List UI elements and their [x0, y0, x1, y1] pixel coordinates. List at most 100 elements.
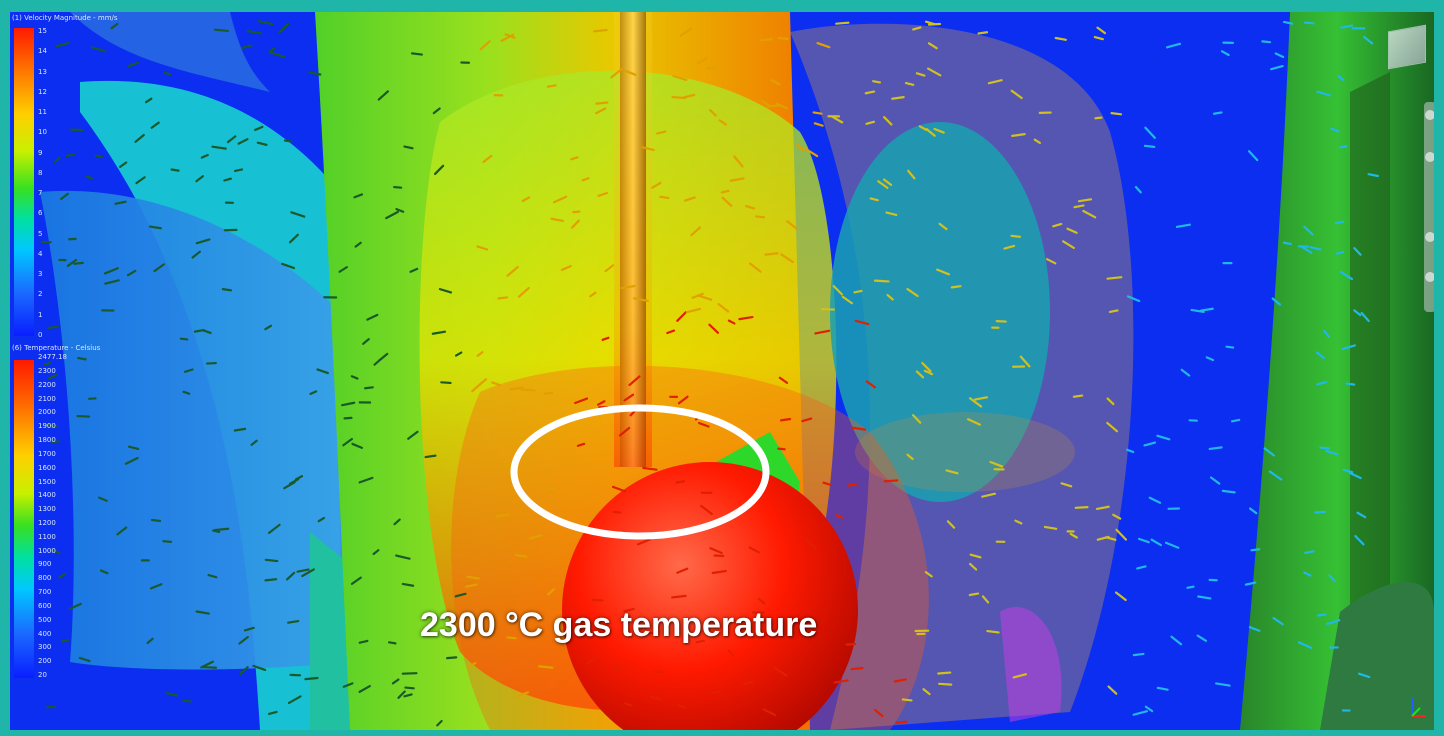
velocity-arrow [1357, 672, 1371, 679]
velocity-arrow [440, 381, 452, 385]
velocity-arrow [59, 192, 69, 201]
velocity-arrow [1272, 616, 1284, 626]
zoom-icon[interactable] [1425, 232, 1434, 242]
velocity-arrow [316, 368, 329, 375]
velocity-arrows [40, 20, 1379, 727]
velocity-arrow [636, 538, 652, 546]
orbit-icon[interactable] [1425, 110, 1434, 120]
velocity-arrow [1303, 21, 1315, 25]
velocity-arrow [671, 95, 687, 100]
pan-icon[interactable] [1425, 152, 1434, 162]
velocity-arrow [377, 90, 389, 101]
velocity-arrow [436, 719, 443, 727]
velocity-arrow [560, 264, 572, 271]
velocity-arrow [981, 492, 997, 498]
velocity-arrow [517, 286, 530, 298]
velocity-legend-tick: 15 [38, 27, 47, 35]
velocity-arrow [864, 90, 876, 95]
velocity-arrow [1247, 150, 1259, 162]
fit-icon[interactable] [1425, 272, 1434, 282]
velocity-arrow [937, 671, 952, 675]
velocity-arrow [936, 268, 950, 276]
velocity-arrow [1315, 351, 1326, 360]
velocity-arrow [1077, 198, 1093, 203]
velocity-arrow [465, 583, 478, 588]
velocity-arrow [1114, 591, 1127, 602]
velocity-arrow [342, 682, 354, 688]
velocity-arrow [150, 518, 162, 523]
velocity-arrow [1335, 220, 1345, 225]
temperature-legend-tick: 400 [38, 629, 52, 638]
velocity-arrow [1010, 234, 1022, 238]
velocity-arrow [362, 338, 370, 345]
velocity-arrow [288, 478, 300, 485]
velocity-arrow [814, 329, 831, 335]
velocity-arrow [404, 686, 415, 690]
velocity-arrow [709, 108, 717, 117]
velocity-arrow [923, 369, 934, 376]
velocity-arrow [813, 122, 824, 127]
velocity-arrow [1316, 90, 1332, 97]
velocity-arrow [696, 294, 713, 301]
velocity-arrow [1196, 634, 1208, 642]
velocity-arrow [597, 191, 609, 197]
velocity-arrow [1263, 447, 1276, 457]
velocity-arrow [252, 664, 267, 671]
velocity-arrow [850, 667, 864, 671]
velocity-arrow [711, 569, 727, 575]
velocity-arrow [163, 71, 172, 76]
velocity-arrow [482, 154, 493, 164]
velocity-arrow [466, 575, 480, 580]
left-blue-sheet [40, 190, 350, 670]
velocity-arrow [777, 36, 789, 40]
velocity-arrow [200, 153, 209, 159]
highlight-ring [510, 404, 770, 540]
gas-temperature-annotation: 2300 °C gas temperature [420, 606, 818, 644]
velocity-arrow [1014, 519, 1023, 525]
velocity-arrow [66, 258, 78, 268]
velocity-arrow [1225, 345, 1235, 349]
velocity-arrow [1341, 344, 1356, 350]
velocity-arrow [65, 153, 75, 158]
velocity-arrow [193, 328, 205, 333]
velocity-arrow [1345, 382, 1356, 386]
velocity-arrow [1297, 641, 1313, 649]
velocity-arrow [576, 442, 586, 447]
velocity-arrow [918, 125, 928, 131]
temperature-legend-tick: 200 [38, 657, 52, 666]
velocity-arrow [304, 676, 319, 681]
velocity-arrow [407, 430, 419, 440]
velocity-arrow [968, 397, 983, 408]
hot-sphere [562, 462, 858, 730]
velocity-arrow [391, 678, 400, 685]
velocity-arrow [659, 195, 670, 200]
viewcube-icon[interactable] [1388, 24, 1426, 70]
velocity-arrow [238, 635, 249, 645]
velocity-arrow [1132, 710, 1148, 716]
temperature-color-bar [14, 360, 34, 678]
velocity-arrow [53, 156, 61, 164]
velocity-arrow [543, 392, 554, 395]
navigation-bar [1424, 102, 1434, 312]
simulation-viewport[interactable]: (1) Velocity Magnitude - mm/s 15 14 13 12 11… [10, 12, 1434, 730]
velocity-arrow [924, 571, 933, 578]
velocity-arrow [372, 549, 380, 556]
velocity-arrow [1066, 227, 1078, 234]
velocity-arrow [710, 690, 722, 694]
velocity-arrow [610, 67, 623, 79]
velocity-arrow [677, 395, 689, 405]
axis-triad-icon [1411, 698, 1426, 717]
velocity-arrow [358, 476, 374, 484]
velocity-arrow [933, 127, 945, 134]
velocity-arrow [179, 337, 189, 341]
velocity-legend-tick: 0 [38, 331, 43, 339]
velocity-arrow [748, 546, 760, 554]
velocity-arrow [651, 181, 662, 189]
velocity-arrow [642, 466, 658, 471]
velocity-arrow [550, 217, 565, 223]
velocity-arrow [1208, 446, 1223, 451]
velocity-arrow [927, 42, 938, 50]
purple-region [1000, 606, 1062, 722]
velocity-arrow [338, 266, 348, 273]
temperature-legend-tick: 1200 [38, 519, 56, 527]
